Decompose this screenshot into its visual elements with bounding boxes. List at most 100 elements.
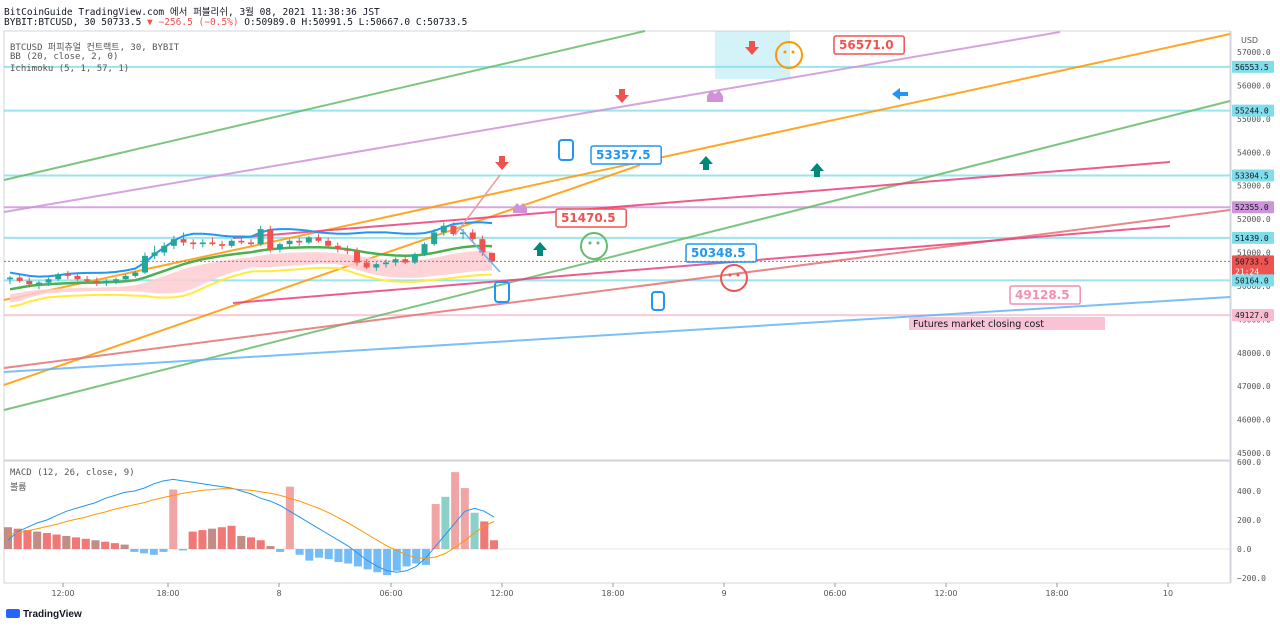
left-arrow-icon	[892, 88, 908, 100]
last-price: 50733.5	[101, 17, 142, 28]
macd-histogram-bar	[431, 504, 440, 549]
trend-line	[3, 296, 1231, 373]
y-axis-unit: USD	[1241, 36, 1258, 45]
symbol: BYBIT:BTCUSD, 30	[4, 17, 96, 28]
candle-body	[286, 240, 293, 245]
drawn-arrow-line	[454, 174, 501, 236]
price-label-box	[1232, 274, 1274, 287]
macd-histogram-bar	[140, 549, 149, 554]
candle-body	[170, 239, 177, 246]
candle-body	[325, 240, 332, 246]
macd-histogram-bar	[383, 549, 392, 576]
y-tick-label: 47000.0	[1237, 382, 1271, 391]
bb-middle-line	[9, 244, 493, 291]
macd-histogram-bar	[81, 538, 90, 549]
macd-histogram-bar	[178, 549, 187, 551]
price-label: 50733.5	[1235, 257, 1269, 266]
candle-body	[363, 262, 370, 268]
y-tick-label: 52000.0	[1237, 215, 1271, 224]
candle-body	[122, 275, 129, 280]
smile-icon-eye	[783, 50, 787, 54]
macd-histogram-bar	[72, 537, 81, 549]
candle-body	[248, 242, 254, 245]
ohlc-values: O:50989.0 H:50991.5 L:50667.0 C:50733.5	[244, 17, 468, 28]
callout-text: 50348.5	[691, 246, 746, 260]
candle-body	[84, 279, 91, 281]
macd-histogram-bar	[295, 549, 304, 555]
price-label: 52355.0	[1235, 203, 1269, 212]
macd-histogram-bar	[101, 541, 110, 549]
price-label: 55244.0	[1235, 107, 1269, 116]
dizzy-face-icon-eye	[736, 273, 740, 277]
note-box	[909, 317, 1105, 330]
price-label: 56553.5	[1235, 63, 1269, 72]
pointing-hand-icon	[651, 291, 665, 311]
callout-box	[555, 208, 627, 228]
macd-tick-label: 0.0	[1237, 545, 1252, 554]
macd-histogram-bar	[344, 549, 353, 564]
candle-body	[103, 280, 110, 283]
x-tick-label: 06:00	[823, 589, 846, 598]
down-arrow-icon	[495, 156, 509, 170]
highlight-zone	[715, 31, 790, 79]
dizzy-face-icon-eye	[728, 273, 732, 277]
candle-body	[190, 242, 197, 245]
smile-icon	[775, 41, 803, 69]
callout-box	[1009, 285, 1081, 305]
candle-body	[16, 277, 23, 281]
callout-box	[833, 35, 905, 55]
macd-histogram-bar	[91, 540, 100, 549]
candle-body	[93, 280, 100, 283]
macd-histogram-bar	[402, 549, 411, 567]
dizzy-face-icon	[720, 264, 748, 292]
candle-body	[276, 244, 283, 250]
legend-ichimoku: Ichimoku (5, 1, 57, 1)	[10, 64, 130, 74]
macd-histogram-bar	[470, 512, 479, 549]
callout-box	[590, 145, 662, 165]
neutral-face-icon	[580, 232, 608, 260]
trend-line	[3, 33, 1231, 301]
candle-body	[296, 240, 303, 243]
tradingview-icon	[6, 609, 20, 618]
candle-body	[45, 279, 52, 283]
legend-title: BTCUSD 퍼피츄얼 컨트랙트, 30, BYBIT	[10, 43, 180, 53]
candle-body	[7, 277, 13, 280]
macd-histogram-bar	[285, 486, 294, 549]
candle-body	[392, 259, 399, 263]
y-tick-label: 54000.0	[1237, 148, 1271, 157]
candle-body	[305, 237, 312, 243]
tradingview-logo[interactable]: TradingView	[6, 609, 82, 620]
candle-body	[132, 272, 139, 276]
macd-histogram-bar	[237, 535, 246, 549]
price-label-box	[1232, 309, 1274, 322]
macd-histogram-bar	[169, 489, 178, 549]
candle-body	[373, 264, 380, 268]
candle-body	[440, 225, 447, 233]
candle-body	[55, 274, 62, 280]
macd-line	[7, 478, 495, 573]
candle-body	[411, 254, 418, 263]
legend-macd-sub: 볼륨	[10, 483, 27, 493]
candle-body	[113, 279, 120, 281]
macd-histogram-bar	[451, 472, 460, 549]
neutral-face-icon-eye	[588, 241, 592, 245]
candle-body	[469, 232, 476, 240]
candle-body	[402, 259, 409, 263]
pointing-hand-icon	[494, 281, 510, 303]
trend-line	[3, 31, 1061, 213]
up-arrow-icon	[699, 156, 713, 170]
price-label: 53304.5	[1235, 171, 1269, 180]
macd-histogram-bar	[33, 531, 42, 549]
price-label-box	[1232, 231, 1274, 244]
macd-histogram-bar	[208, 528, 217, 549]
macd-histogram-bar	[373, 549, 382, 573]
legend-bb: BB (20, close, 2, 0)	[10, 52, 119, 62]
x-tick-label: 12:00	[934, 589, 957, 598]
macd-histogram-bar	[52, 534, 61, 549]
macd-tick-label: 600.0	[1237, 458, 1261, 467]
x-tick-label: 06:00	[379, 589, 402, 598]
candle-body	[479, 239, 486, 253]
macd-histogram-bar	[217, 527, 226, 549]
callout-text: 56571.0	[839, 38, 894, 52]
